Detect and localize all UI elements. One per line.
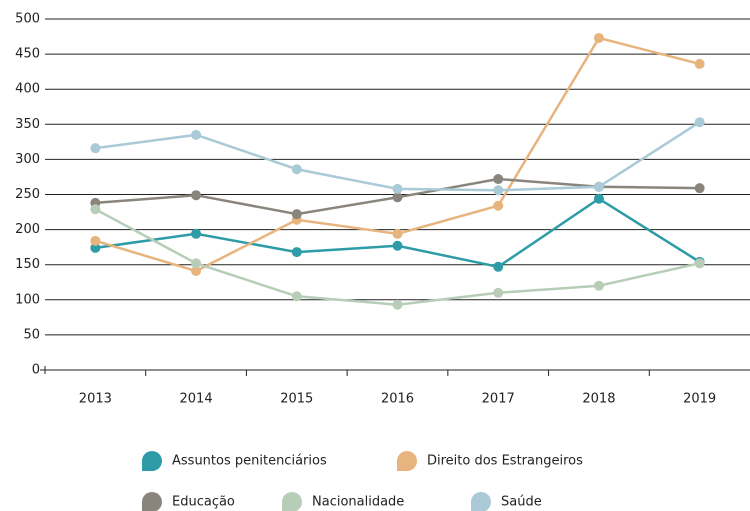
point (593, 181, 604, 192)
y-tick-label: 50 (23, 327, 40, 342)
legend-swatch (471, 492, 491, 511)
x-tick-label: 2019 (683, 392, 716, 407)
point (191, 258, 202, 269)
point (291, 291, 302, 302)
y-tick-label: 0 (32, 363, 40, 378)
x-tick-label: 2014 (180, 392, 213, 407)
point (392, 228, 403, 239)
point (90, 235, 101, 246)
y-tick-label: 150 (15, 257, 40, 272)
point (191, 266, 202, 277)
point (191, 190, 202, 201)
legend-swatch (397, 451, 417, 471)
point (593, 193, 604, 204)
point (291, 209, 302, 220)
legend-swatch (142, 451, 162, 471)
y-tick-label: 100 (15, 292, 40, 307)
x-tick-label: 2015 (280, 392, 313, 407)
point (392, 299, 403, 310)
point (392, 240, 403, 251)
legend-label: Assuntos penitenciários (172, 454, 327, 469)
point (694, 183, 705, 194)
series-line (95, 121, 701, 192)
y-tick-label: 200 (15, 222, 40, 237)
point (493, 287, 504, 298)
legend-swatch (282, 492, 302, 511)
point (191, 228, 202, 239)
y-tick-label: 400 (15, 82, 40, 97)
point (694, 258, 705, 269)
legend-label: Saúde (501, 495, 542, 510)
point (90, 242, 101, 253)
point (493, 261, 504, 272)
legend-label: Direito dos Estrangeiros (427, 454, 583, 469)
point (694, 58, 705, 69)
point (392, 192, 403, 203)
point (392, 183, 403, 194)
point (191, 129, 202, 140)
legend-label: Nacionalidade (312, 495, 404, 510)
x-tick-label: 2013 (79, 392, 112, 407)
y-tick-label: 350 (15, 117, 40, 132)
point (291, 164, 302, 175)
legend-swatch (142, 492, 162, 511)
x-tick-label: 2016 (381, 392, 414, 407)
point (593, 32, 604, 43)
point (90, 143, 101, 154)
x-tick-label: 2018 (582, 392, 615, 407)
y-tick-label: 450 (15, 47, 40, 62)
point (493, 185, 504, 196)
y-tick-label: 500 (15, 12, 40, 27)
y-tick-label: 250 (15, 187, 40, 202)
point (593, 280, 604, 291)
point (493, 200, 504, 211)
x-tick-label: 2017 (482, 392, 515, 407)
series-line (94, 208, 700, 306)
legend-label: Educação (172, 495, 235, 510)
point (493, 174, 504, 185)
point (90, 204, 101, 215)
point (694, 117, 705, 128)
y-tick-label: 300 (15, 152, 40, 167)
point (291, 247, 302, 258)
